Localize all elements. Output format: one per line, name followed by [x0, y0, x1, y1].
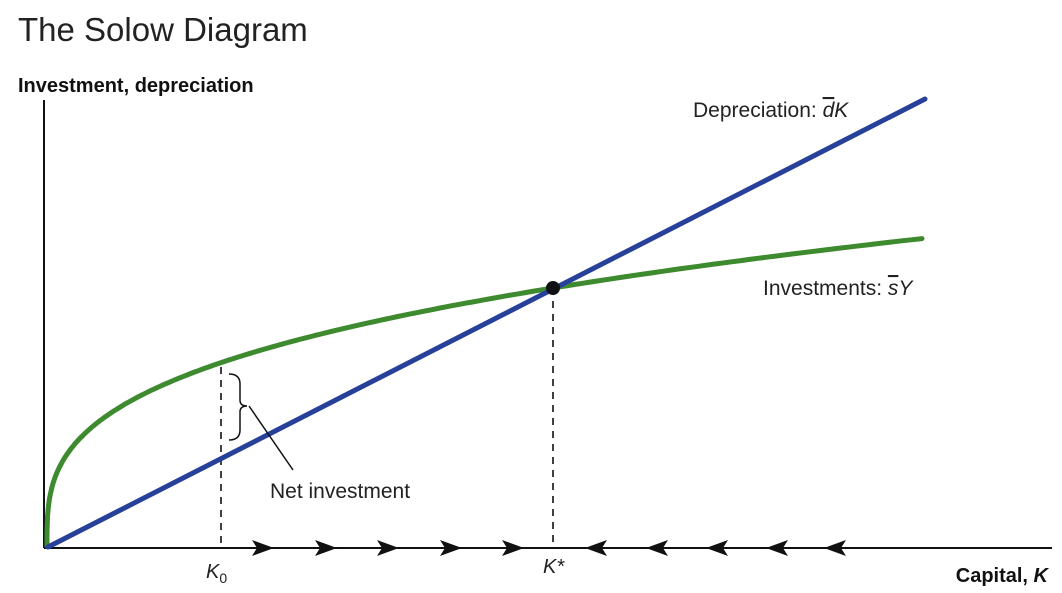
net-investment-pointer	[248, 405, 294, 471]
x-axis-label-var: K	[1034, 565, 1050, 587]
investment-label-var: Y	[898, 277, 914, 300]
investment-label-prefix: Investments:	[763, 277, 888, 300]
x-axis-label-prefix: Capital,	[956, 565, 1034, 587]
arrow-right-4	[502, 540, 524, 556]
investment-label-bar-var: s	[888, 277, 899, 300]
investment-label: Investments: sY	[763, 277, 914, 300]
y-axis-label: Investment, depreciation	[18, 75, 254, 97]
arrow-left-1	[646, 540, 668, 556]
arrow-right-2	[377, 540, 399, 556]
depreciation-label-var: K	[834, 99, 849, 122]
arrow-left-4	[824, 540, 846, 556]
arrow-left-0	[585, 540, 607, 556]
arrow-left-2	[706, 540, 728, 556]
arrow-right-3	[440, 540, 462, 556]
depreciation-line	[45, 96, 928, 550]
arrow-right-0	[252, 540, 274, 556]
investment-curve	[44, 236, 925, 549]
net-investment-label: Net investment	[270, 480, 410, 503]
page-title: The Solow Diagram	[18, 11, 308, 48]
k0-label: K0	[206, 561, 227, 586]
k0-label-sub: 0	[219, 570, 227, 586]
kstar-label: K*	[543, 556, 565, 578]
dynamics-arrows	[252, 540, 846, 556]
arrow-right-1	[315, 540, 337, 556]
arrow-left-3	[766, 540, 788, 556]
k0-label-main: K	[206, 561, 221, 583]
depreciation-label: Depreciation: dK	[693, 99, 849, 122]
depreciation-label-prefix: Depreciation:	[693, 99, 823, 122]
depreciation-label-bar-var: d	[823, 99, 836, 122]
x-axis-label: Capital, K	[956, 565, 1050, 587]
steady-state-point	[546, 281, 560, 295]
net-investment-brace	[228, 373, 248, 441]
